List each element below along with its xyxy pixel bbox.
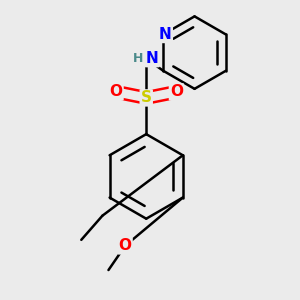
Text: N: N xyxy=(159,27,172,42)
Text: H: H xyxy=(133,52,143,65)
Text: S: S xyxy=(141,90,152,105)
Text: N: N xyxy=(146,51,159,66)
Text: O: O xyxy=(110,84,122,99)
Text: O: O xyxy=(118,238,132,253)
Text: O: O xyxy=(170,84,183,99)
